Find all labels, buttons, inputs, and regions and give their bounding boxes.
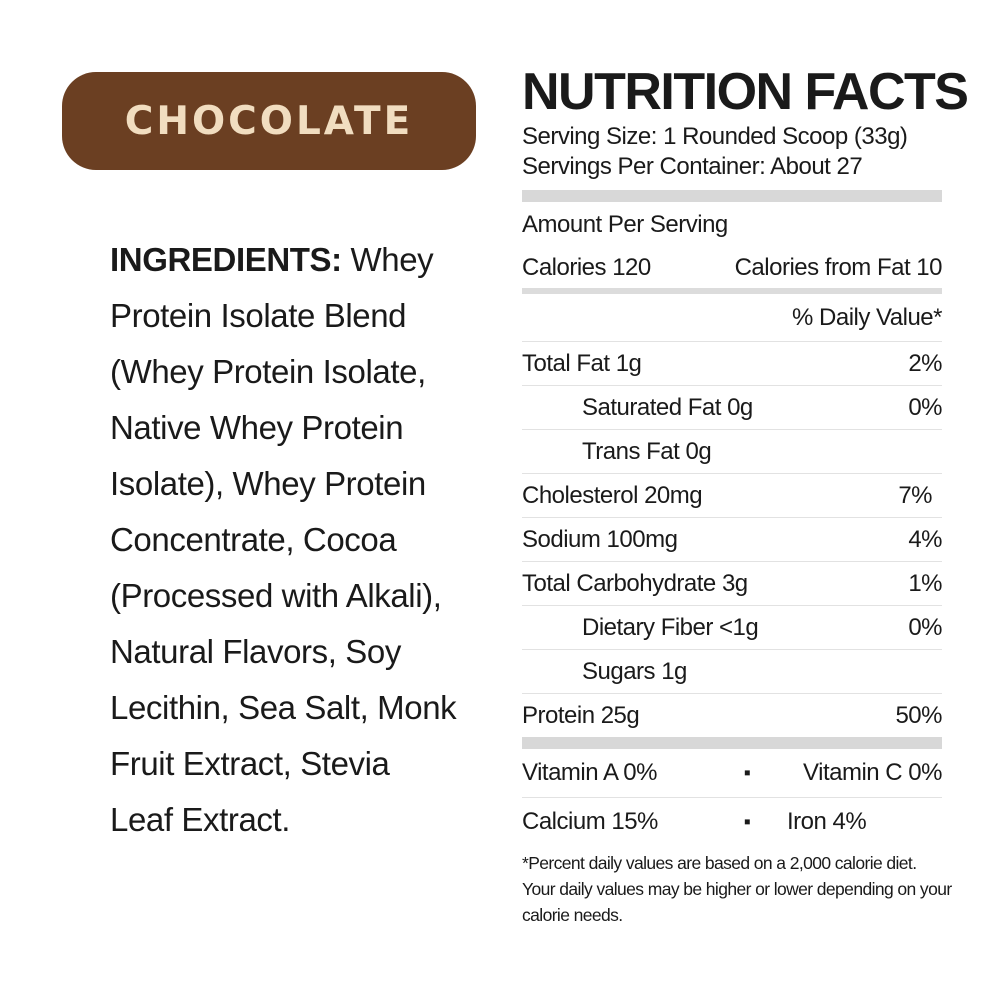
- divider-thick: [522, 737, 942, 749]
- amount-per-serving: Amount Per Serving: [522, 211, 728, 238]
- daily-value-header-row: % Daily Value*: [522, 294, 942, 342]
- nutrient-name: Total Fat 1g: [522, 349, 642, 377]
- nutrient-dv: 2%: [908, 349, 942, 377]
- nutrient-row: Trans Fat 0g: [522, 430, 942, 474]
- nutrient-name: Cholesterol 20mg: [522, 481, 703, 509]
- nutrient-dv: 0%: [908, 393, 942, 421]
- nutrient-dv: 1%: [908, 569, 942, 597]
- ingredients-label: INGREDIENTS:: [110, 241, 342, 278]
- nutrition-title: NUTRITION FACTS: [522, 63, 969, 121]
- nutrient-name: Sodium 100mg: [522, 525, 678, 553]
- nutrient-row: Dietary Fiber <1g 0%: [522, 606, 942, 650]
- vitamin-left: Vitamin A 0%: [522, 759, 657, 786]
- nutrient-dv: 7%: [898, 481, 932, 509]
- nutrient-row: Sodium 100mg 4%: [522, 518, 942, 562]
- amount-per-serving-row: Amount Per Serving: [522, 202, 942, 248]
- vitamin-row: Calcium 15% ▪ Iron 4%: [522, 798, 942, 846]
- nutrition-facts-panel: NUTRITION FACTS Serving Size: 1 Rounded …: [522, 62, 969, 928]
- nutrient-name: Trans Fat 0g: [582, 437, 712, 465]
- ingredients-block: INGREDIENTS: Whey Protein Isolate Blend …: [110, 232, 460, 848]
- nutrient-name: Dietary Fiber <1g: [582, 613, 759, 641]
- daily-value-footnote: *Percent daily values are based on a 2,0…: [522, 853, 952, 925]
- nutrient-name: Saturated Fat 0g: [582, 393, 753, 421]
- separator-icon: ▪: [743, 761, 751, 784]
- calories-from-fat: Calories from Fat 10: [734, 254, 943, 281]
- nutrient-row: Cholesterol 20mg 7%: [522, 474, 942, 518]
- nutrient-row: Saturated Fat 0g 0%: [522, 386, 942, 430]
- divider-medium: [522, 288, 942, 294]
- nutrient-row: Total Fat 1g 2%: [522, 342, 942, 386]
- ingredients-text: Whey Protein Isolate Blend (Whey Protein…: [110, 241, 457, 838]
- nutrient-name: Protein 25g: [522, 701, 640, 729]
- nutrient-row: Protein 25g 50%: [522, 694, 942, 737]
- daily-value-header: % Daily Value*: [792, 303, 942, 331]
- calories-row: Calories 120 Calories from Fat 10: [522, 248, 943, 288]
- vitamin-right: Vitamin C 0%: [803, 759, 942, 786]
- vitamin-row: Vitamin A 0% ▪ Vitamin C 0%: [522, 749, 943, 798]
- nutrient-name: Total Carbohydrate 3g: [522, 569, 748, 597]
- divider-thick: [522, 190, 942, 202]
- flavor-badge: CHOCOLATE: [62, 72, 476, 170]
- flavor-name: CHOCOLATE: [124, 98, 414, 144]
- nutrient-dv: 50%: [895, 701, 942, 729]
- nutrient-row: Sugars 1g: [522, 650, 942, 694]
- servings-per-container: Servings Per Container: About 27: [522, 153, 863, 180]
- vitamin-right: Iron 4%: [787, 808, 867, 835]
- vitamin-left: Calcium 15%: [522, 808, 658, 835]
- nutrient-dv: 4%: [908, 525, 942, 553]
- serving-size: Serving Size: 1 Rounded Scoop (33g): [522, 123, 908, 150]
- nutrient-dv: 0%: [908, 613, 942, 641]
- separator-icon: ▪: [743, 810, 751, 833]
- calories: Calories 120: [522, 254, 651, 281]
- nutrient-name: Sugars 1g: [582, 657, 687, 685]
- nutrient-row: Total Carbohydrate 3g 1%: [522, 562, 942, 606]
